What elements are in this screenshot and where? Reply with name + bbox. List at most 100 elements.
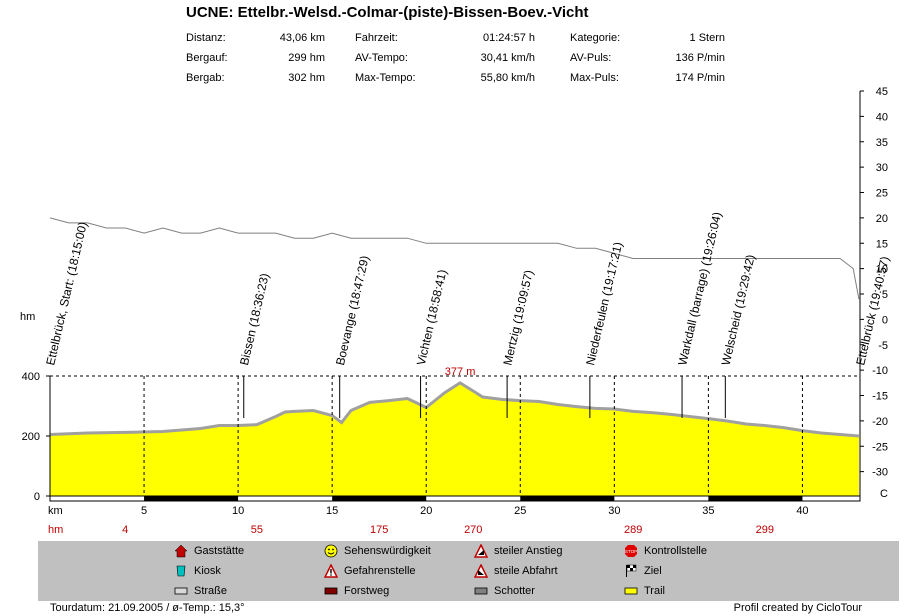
track-segment-forstweg [708,496,803,501]
hm-row-value: 4 [122,524,128,536]
temp-tick-label: 25 [876,188,888,200]
track-bar [49,495,861,502]
credit-footer: Profil created by CicloTour [733,602,862,614]
stat-value-bergauf: 299 hm [288,52,325,64]
stat-value-max-tempo: 55,80 km/h [480,72,535,84]
ziel-icon [624,564,638,578]
stat-label-bergauf: Bergauf: [186,52,228,64]
legend-label: Gaststätte [194,545,245,557]
x-tick-label: 10 [232,505,244,517]
hm-row-value: 55 [251,524,263,536]
y-tick-label: 0 [34,491,40,503]
waypoint-label: Warkdall (barrage) (19:26:04) [675,211,724,367]
legend-label: Ziel [644,565,662,577]
waypoint-label: Ettelbrück, Start: (18:15:00) [43,221,90,367]
steiler-anstieg-icon [473,543,489,558]
temp-tick-label: 45 [876,86,888,98]
legend-item-strasse: Straße [174,584,227,598]
hm-row-label: hm [48,524,63,536]
x-tick-label: 5 [141,505,147,517]
legend-label: Kontrollstelle [644,545,707,557]
stat-value-av-puls: 136 P/min [675,52,725,64]
stat-value-bergab: 302 hm [288,72,325,84]
hm-row-value: 289 [624,524,642,536]
legend-item-gaststaette: Gaststätte [174,544,244,558]
temp-tick-label: -30 [872,467,888,479]
schotter-icon [474,584,488,598]
elevation-outline [49,381,860,438]
temp-tick-label: -10 [872,365,888,377]
stat-label-max-tempo: Max-Tempo: [355,72,416,84]
waypoint-label: Niederfeulen (19:17:21) [583,241,625,367]
legend-label: Sehenswürdigkeit [344,545,431,557]
chart-title: UCNE: Ettelbr.-Welsd.-Colmar-(piste)-Bis… [186,4,589,21]
trail-icon [624,584,638,598]
x-tick-label: 35 [702,505,714,517]
max-elevation-label: 377 m [445,366,476,378]
waypoint-label: Vichten (18:58:41) [414,268,450,367]
legend-item-kontrollstelle: STOP Kontrollstelle [624,544,707,558]
legend-item-ziel: Ziel [624,564,662,578]
hm-row-value: 270 [464,524,482,536]
temp-tick-label: 0 [882,314,888,326]
stat-label-av-tempo: AV-Tempo: [355,52,408,64]
elevation-area [50,382,859,496]
hm-row-value: 175 [370,524,388,536]
y-tick-label: 400 [22,371,40,383]
x-tick-label: 25 [514,505,526,517]
legend-item-sehenswuerdigkeit: Sehenswürdigkeit [324,544,431,558]
temp-tick-label: -5 [878,340,888,352]
kontrollstelle-icon: STOP [624,544,638,558]
y-axis-label: hm [20,311,35,323]
stat-value-distanz: 43,06 km [279,32,325,44]
x-tick-label: 20 [420,505,432,517]
legend-label: Gefahrenstelle [344,565,416,577]
temp-tick-label: -25 [872,441,888,453]
sehenswuerdigkeit-icon [324,544,338,558]
temperature-line [49,217,860,300]
x-tick-label: 30 [608,505,620,517]
stat-value-fahrzeit: 01:24:57 h [483,32,535,44]
legend-label: Forstweg [344,585,390,597]
legend-label: Trail [644,585,665,597]
legend-item-schotter: Schotter [474,584,535,598]
track-segment-forstweg [332,496,427,501]
stat-value-av-tempo: 30,41 km/h [480,52,535,64]
legend-item-steile-abfahrt: steile Abfahrt [473,563,558,578]
forstweg-icon [324,584,338,598]
temp-tick-label: 40 [876,111,888,123]
stat-label-av-puls: AV-Puls: [570,52,612,64]
track-segment-forstweg [144,496,239,501]
stat-label-kategorie: Kategorie: [570,32,621,44]
legend-label: steiler Anstieg [494,545,563,557]
legend-item-trail: Trail [624,584,665,598]
x-tick-label: 15 [326,505,338,517]
steile-abfahrt-icon [473,563,489,578]
temp-tick-label: 30 [876,162,888,174]
temp-tick-label: 10 [876,264,888,276]
legend-item-steiler-anstieg: steiler Anstieg [473,543,563,558]
svg-text:STOP: STOP [625,549,637,554]
hm-row-value: 299 [756,524,774,536]
legend-label: Schotter [494,585,535,597]
stat-value-max-puls: 174 P/min [675,72,725,84]
gaststaette-icon [174,544,188,558]
legend-label: Kiosk [194,565,221,577]
legend-label: Straße [194,585,228,597]
waypoint-label: Welscheid (19:29:42) [719,253,758,366]
temp-tick-label: 20 [876,213,888,225]
legend-label: steile Abfahrt [494,565,558,577]
x-axis-label: km [48,505,63,517]
stat-value-kategorie: 1 Stern [689,32,725,44]
stat-label-distanz: Distanz: [186,32,226,44]
temp-tick-label: -15 [872,391,888,403]
waypoint-label: Bissen (18:36:23) [237,272,272,367]
waypoint-label: Boevange (18:47:29) [333,254,372,366]
track-segment-forstweg [520,496,615,501]
kiosk-icon [174,564,188,578]
gefahrenstelle-icon [323,563,339,578]
temp-tick-label: -20 [872,416,888,428]
legend-item-kiosk: Kiosk [174,564,221,578]
temp-tick-label: 5 [882,289,888,301]
